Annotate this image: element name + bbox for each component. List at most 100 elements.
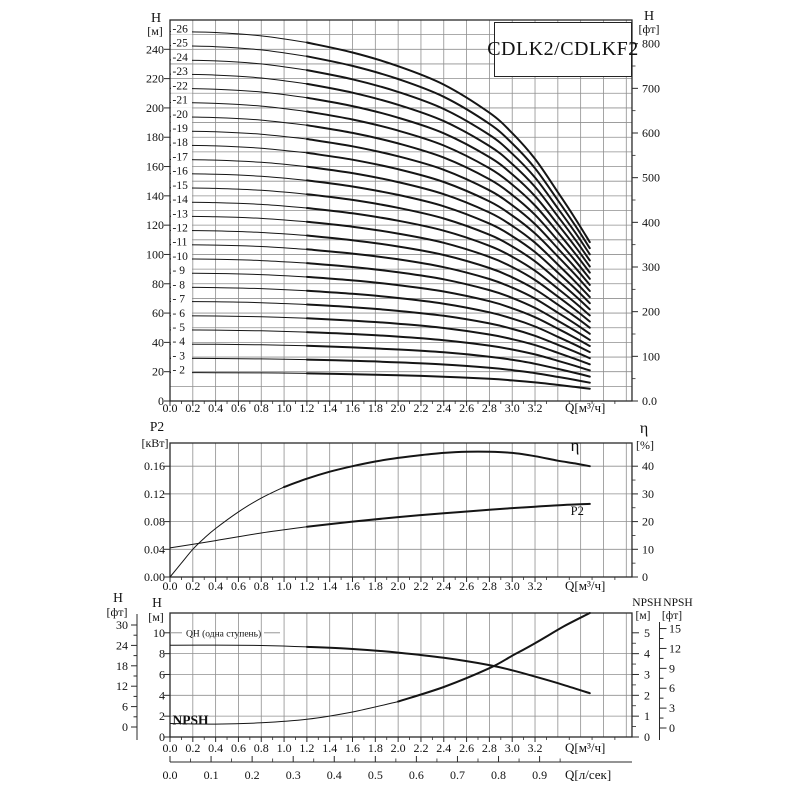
svg-text:1.6: 1.6 — [345, 401, 360, 415]
stage-curve-25-bold — [305, 55, 591, 250]
svg-text:Q[м³/ч]: Q[м³/ч] — [565, 578, 605, 593]
model-title-box: CDLK2/CDLKF2 — [487, 22, 638, 77]
svg-text:NPSH: NPSH — [663, 597, 692, 609]
svg-text:1.2: 1.2 — [299, 579, 314, 593]
svg-text:-12: -12 — [173, 222, 189, 234]
svg-text:0: 0 — [159, 730, 165, 744]
svg-text:3: 3 — [669, 701, 675, 715]
svg-text:10: 10 — [642, 542, 654, 556]
svg-text:4: 4 — [159, 688, 165, 702]
svg-text:-19: -19 — [173, 123, 189, 135]
svg-text:-14: -14 — [173, 194, 189, 206]
svg-text:180: 180 — [146, 130, 164, 144]
svg-text:0.0: 0.0 — [163, 401, 178, 415]
svg-text:P2: P2 — [150, 419, 164, 434]
svg-text:η: η — [640, 420, 648, 437]
svg-text:NPSH: NPSH — [632, 597, 661, 609]
svg-text:- 3: - 3 — [173, 350, 186, 362]
svg-text:0.8: 0.8 — [254, 579, 269, 593]
svg-text:60: 60 — [152, 306, 164, 320]
svg-text:2.8: 2.8 — [482, 401, 497, 415]
svg-text:- 8: - 8 — [173, 279, 186, 291]
svg-text:1.8: 1.8 — [368, 401, 383, 415]
svg-text:6: 6 — [122, 700, 128, 714]
svg-text:2.6: 2.6 — [459, 741, 474, 755]
svg-text:0: 0 — [644, 730, 650, 744]
qh-npsh-curves — [169, 612, 591, 725]
svg-text:H: H — [151, 11, 161, 26]
svg-text:120: 120 — [146, 218, 164, 232]
stage-curve-18-bold — [305, 151, 591, 292]
svg-text:30: 30 — [642, 487, 654, 501]
svg-text:2.6: 2.6 — [459, 401, 474, 415]
stage-curve-12-bold — [305, 234, 591, 329]
svg-text:- 9: - 9 — [173, 265, 186, 277]
svg-text:8: 8 — [159, 647, 165, 661]
svg-text:80: 80 — [152, 277, 164, 291]
svg-text:0: 0 — [642, 570, 648, 584]
svg-text:20: 20 — [152, 365, 164, 379]
svg-text:15: 15 — [669, 622, 681, 636]
qh-npsh-chart-frame — [169, 612, 633, 738]
svg-text:-16: -16 — [173, 166, 189, 178]
stage-curve-6-bold — [305, 317, 591, 366]
head-chart-axes: 0 20 40 60 80 100 120 140 160 180 200 220 240 0.0 100 2… — [146, 9, 660, 408]
svg-text:0.6: 0.6 — [231, 741, 246, 755]
svg-text:0.0: 0.0 — [163, 768, 178, 782]
svg-text:4: 4 — [644, 647, 650, 661]
qh-npsh-chart-border — [169, 612, 633, 738]
svg-text:5: 5 — [644, 626, 650, 640]
svg-text:9: 9 — [669, 661, 675, 675]
svg-text:100: 100 — [146, 247, 164, 261]
stage-curve-4-bold — [305, 344, 591, 378]
svg-text:0.0: 0.0 — [163, 579, 178, 593]
svg-text:0.0: 0.0 — [642, 394, 657, 408]
svg-text:-17: -17 — [173, 151, 189, 163]
svg-text:2: 2 — [644, 688, 650, 702]
svg-text:- 7: - 7 — [173, 294, 186, 306]
stage-curve-17-bold — [305, 165, 591, 299]
power-chart-frame — [169, 442, 633, 578]
svg-text:1.4: 1.4 — [322, 579, 337, 593]
svg-text:40: 40 — [152, 335, 164, 349]
eta-curve-thin — [169, 486, 285, 578]
svg-text:800: 800 — [642, 37, 660, 51]
svg-text:0: 0 — [669, 721, 675, 735]
stage-curve-13-bold — [305, 220, 591, 323]
head-chart-stage-labels: - 2 - 3 - 4 - 5 - 6 - 7 - 8 - 9 -10 -11 -12 -13 -14 -… — [171, 22, 192, 377]
head-chart-grid — [170, 20, 632, 401]
svg-text:-13: -13 — [173, 208, 189, 220]
stage-curve-15-bold — [305, 193, 591, 311]
svg-text:240: 240 — [146, 42, 164, 56]
h-ft-ruler: 0 6 12 18 24 30 H[фт] — [106, 590, 138, 740]
svg-text:[фт]: [фт] — [638, 22, 659, 36]
stage-curve-20-bold — [305, 124, 591, 280]
svg-text:1.8: 1.8 — [368, 741, 383, 755]
svg-text:1.6: 1.6 — [345, 741, 360, 755]
svg-text:18: 18 — [116, 659, 128, 673]
svg-text:2.4: 2.4 — [436, 401, 451, 415]
svg-text:[м]: [м] — [636, 610, 651, 622]
svg-text:0.5: 0.5 — [368, 768, 383, 782]
svg-text:1.8: 1.8 — [368, 579, 383, 593]
svg-text:0.6: 0.6 — [231, 401, 246, 415]
svg-text:-15: -15 — [173, 180, 189, 192]
svg-text:0.4: 0.4 — [208, 401, 223, 415]
svg-text:12: 12 — [669, 641, 681, 655]
svg-text:2: 2 — [159, 709, 165, 723]
svg-text:3.2: 3.2 — [528, 741, 543, 755]
lsec-axis: 0.0 0.1 0.2 0.3 0.4 0.5 0.6 0.7 0.8 0.9 Q[л/сек] — [163, 756, 632, 782]
svg-text:[%]: [%] — [636, 438, 654, 452]
svg-text:30: 30 — [116, 618, 128, 632]
svg-text:NPSH: NPSH — [173, 712, 210, 727]
svg-text:-18: -18 — [173, 137, 189, 149]
npsh-curve-bold — [397, 612, 591, 703]
stage-curve-24-bold — [305, 69, 591, 256]
svg-text:P2: P2 — [571, 504, 584, 518]
svg-text:3.2: 3.2 — [528, 401, 543, 415]
svg-text:η: η — [571, 436, 580, 455]
qh-curve-thin — [169, 644, 307, 648]
svg-text:10: 10 — [153, 626, 165, 640]
